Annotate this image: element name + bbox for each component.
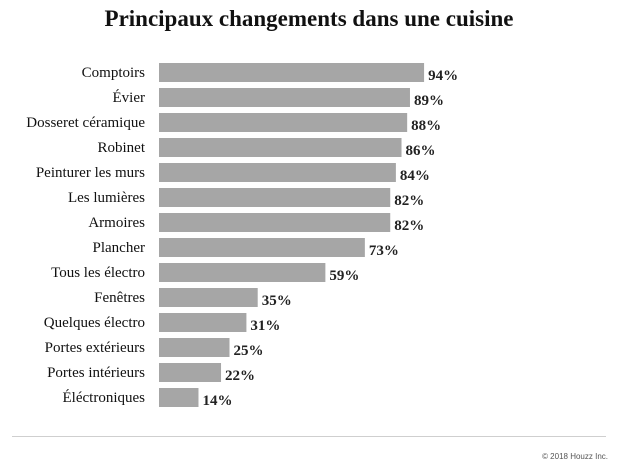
bar-8 <box>159 263 326 282</box>
bar-7 <box>159 238 365 257</box>
value-label-9: 35% <box>262 293 292 309</box>
bar-6 <box>159 213 391 232</box>
category-label-10: Quelques électro <box>44 315 145 331</box>
bar-4 <box>159 163 396 182</box>
bar-1 <box>159 88 410 107</box>
category-label-9: Fenêtres <box>94 290 145 306</box>
bar-2 <box>159 113 408 132</box>
category-label-5: Les lumières <box>68 190 145 206</box>
bar-13 <box>159 388 199 407</box>
bar-3 <box>159 138 402 157</box>
value-label-8: 59% <box>329 268 359 284</box>
value-label-5: 82% <box>394 193 424 209</box>
category-label-1: Évier <box>113 89 145 106</box>
category-label-11: Portes extérieurs <box>45 340 146 356</box>
value-label-1: 89% <box>414 93 444 109</box>
bar-5 <box>159 188 391 207</box>
value-label-10: 31% <box>250 318 280 334</box>
category-label-6: Armoires <box>88 215 145 231</box>
bar-12 <box>159 363 222 382</box>
value-label-4: 84% <box>400 168 430 184</box>
value-label-7: 73% <box>369 243 399 259</box>
bar-9 <box>159 288 258 307</box>
bar-0 <box>159 63 425 82</box>
category-label-8: Tous les électro <box>51 265 145 281</box>
bar-10 <box>159 313 247 332</box>
category-label-3: Robinet <box>98 140 146 156</box>
value-label-13: 14% <box>202 393 232 409</box>
category-label-2: Dosseret céramique <box>26 115 145 131</box>
value-label-2: 88% <box>411 118 441 134</box>
category-label-12: Portes intérieurs <box>47 365 145 381</box>
value-label-11: 25% <box>234 343 264 359</box>
value-label-12: 22% <box>225 368 255 384</box>
value-label-6: 82% <box>394 218 424 234</box>
category-label-13: Éléctroniques <box>63 389 146 406</box>
category-label-4: Peinturer les murs <box>36 165 145 181</box>
category-label-0: Comptoirs <box>82 65 146 81</box>
copyright-credit: © 2018 Houzz Inc. <box>542 452 608 461</box>
footer-divider <box>12 436 606 437</box>
value-label-3: 86% <box>406 143 436 159</box>
bar-11 <box>159 338 230 357</box>
value-label-0: 94% <box>428 68 458 84</box>
category-label-7: Plancher <box>93 240 145 256</box>
chart-title: Principaux changements dans une cuisine <box>104 6 514 31</box>
